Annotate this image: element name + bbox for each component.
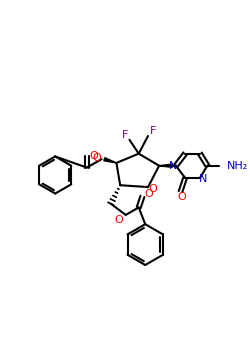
Text: F: F: [150, 126, 156, 136]
Polygon shape: [159, 164, 172, 167]
Polygon shape: [104, 158, 117, 163]
Text: O: O: [115, 215, 124, 225]
Text: O: O: [177, 192, 186, 202]
Text: N: N: [169, 161, 177, 171]
Text: O: O: [92, 153, 101, 163]
Text: N: N: [198, 174, 207, 184]
Text: O: O: [148, 184, 157, 194]
Text: NH₂: NH₂: [227, 161, 248, 171]
Text: O: O: [144, 189, 153, 198]
Text: O: O: [90, 150, 98, 161]
Text: F: F: [122, 130, 128, 140]
